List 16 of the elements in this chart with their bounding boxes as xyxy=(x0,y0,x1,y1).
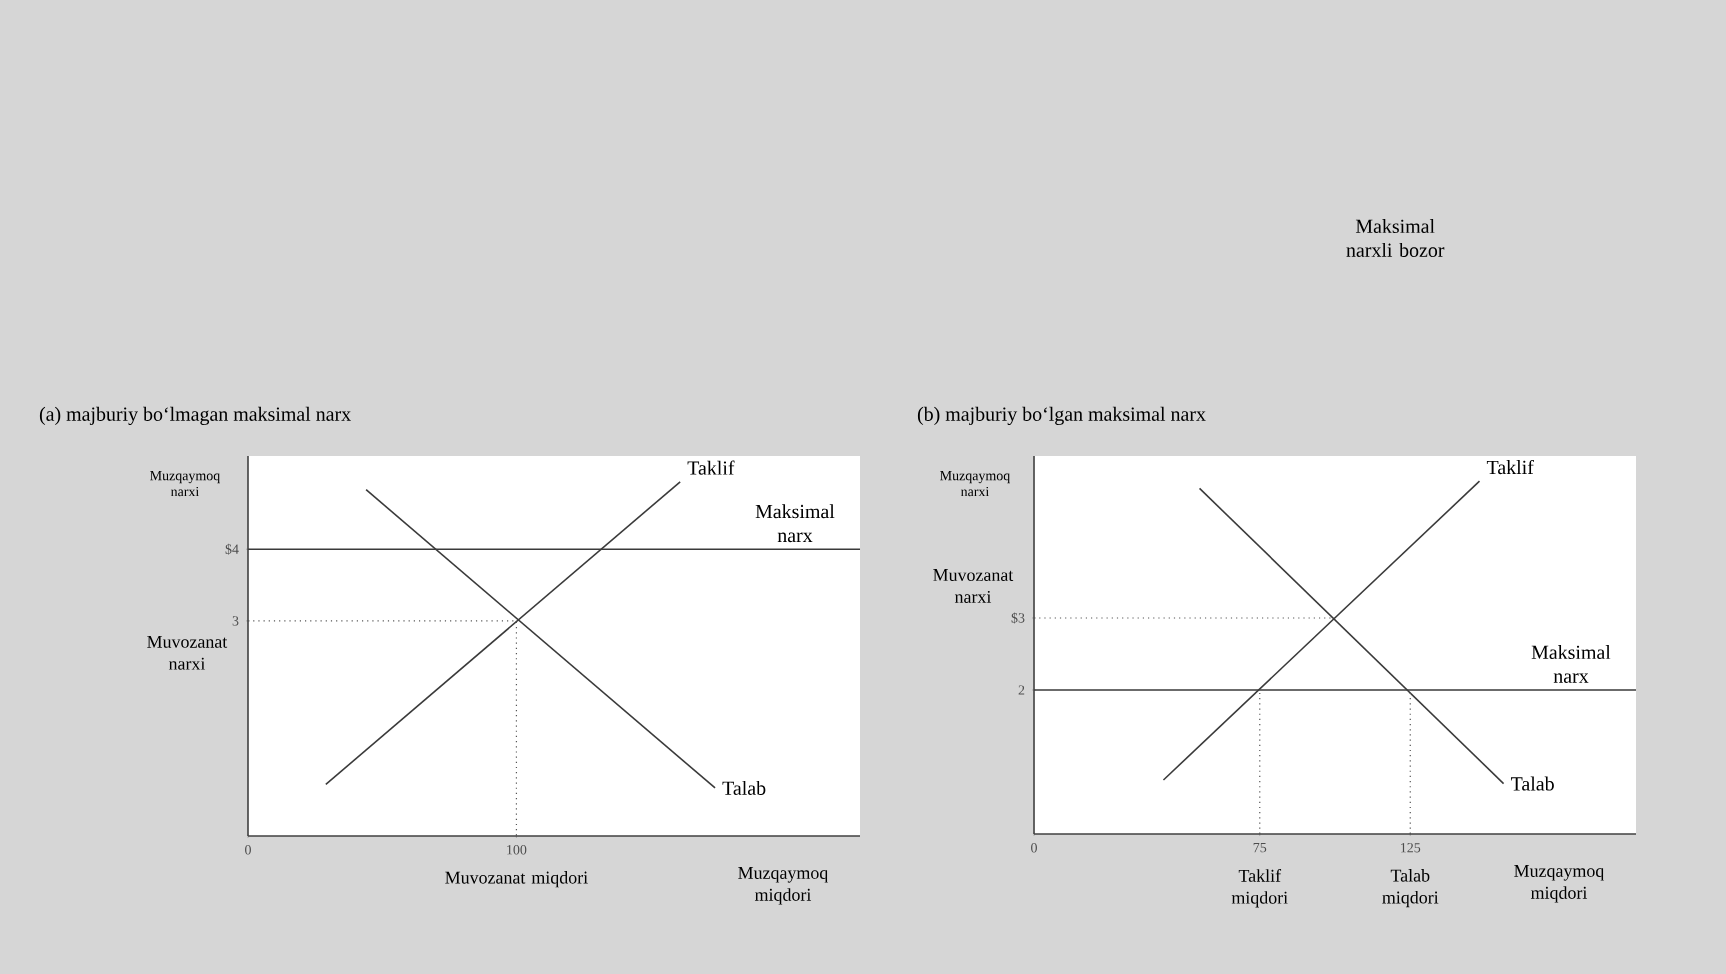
chart-title: (a) majburiy bo‘lmagan maksimal narx xyxy=(39,406,351,426)
annotation: Muvozanat narxi xyxy=(147,635,228,670)
annotation: Taklif miqdori xyxy=(1231,869,1288,908)
annotation: Muvozanat miqdori xyxy=(445,871,588,888)
ref-line-label: Maksimal narx xyxy=(1531,645,1611,683)
annotation: Muvozanat narxi xyxy=(933,569,1014,603)
series-label: Taklif xyxy=(1486,459,1534,475)
series-label: Taklif xyxy=(687,460,735,475)
series-label: Talab xyxy=(1510,776,1554,791)
x-axis-title: Muzqaymoq miqdori xyxy=(1514,865,1604,903)
series-label: Talab xyxy=(722,780,766,795)
x-axis-title: Muzqaymoq miqdori xyxy=(738,867,828,905)
ref-line-label: Maksimal narx xyxy=(755,504,835,543)
chart-title: (b) majburiy bo‘lgan maksimal narx xyxy=(917,406,1206,426)
annotation: Talab miqdori xyxy=(1382,869,1439,908)
text: Maksimal narxli bozor xyxy=(1346,219,1445,257)
